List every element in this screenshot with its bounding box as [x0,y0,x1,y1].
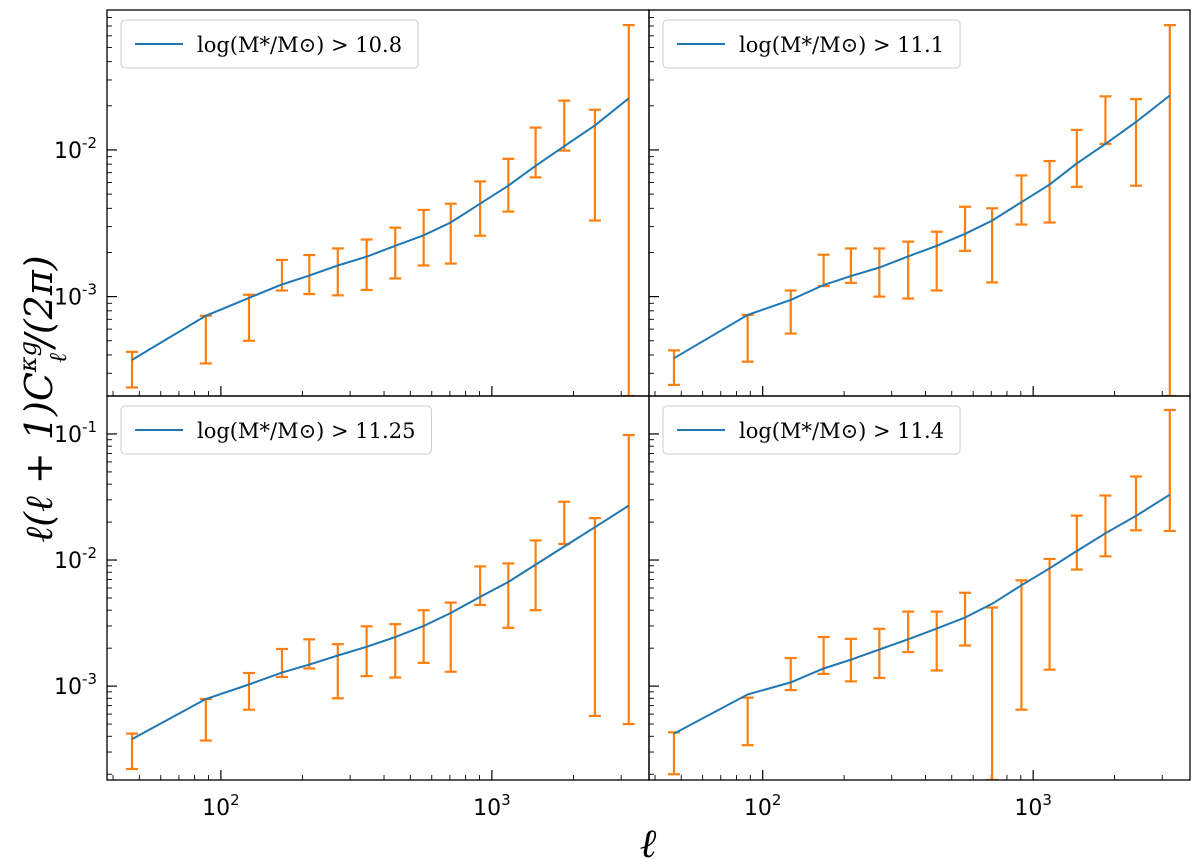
x-tick-label: 103 [473,791,511,821]
model-line [131,97,630,361]
x-axis-label: ℓ [640,821,657,864]
model-line [131,504,630,740]
error-bar [243,671,256,711]
legend-label: log(M*/M⊙) > 11.4 [739,419,944,443]
error-bar [243,293,256,342]
error-bar [1015,579,1028,711]
legend-label: log(M*/M⊙) > 11.25 [197,419,415,443]
y-tick-label: 10-2 [54,544,97,574]
y-tick-label: 10-1 [54,418,97,448]
error-bar [199,314,212,365]
error-bar [588,517,601,718]
y-axis-label-main: ℓ(ℓ + 1)C [17,372,61,543]
svg-text:ℓ(ℓ + 1)Cκgℓ/(2π): ℓ(ℓ + 1)Cκgℓ /(2π) [14,255,72,542]
error-bars [126,433,635,771]
error-bar [1099,494,1112,558]
error-bar [126,732,139,771]
error-bar [667,731,680,776]
error-bar [930,610,943,672]
panel-bottom-right: 102 103 log(M*/M⊙) > 11.4 [648,395,1191,821]
error-bar [474,180,487,237]
error-bar [873,247,886,298]
model-line [673,493,1171,735]
x-tick-label: 103 [1014,791,1052,821]
legend: log(M*/M⊙) > 11.25 [120,405,432,455]
error-bar [873,627,886,680]
error-bar [529,126,542,179]
error-bar [784,656,797,692]
error-bar [741,696,754,747]
y-tick-label: 10-2 [54,134,97,164]
error-bar [1070,514,1083,571]
error-bar [360,625,373,678]
x-tick-label: 102 [744,791,782,821]
error-bars [667,24,1176,396]
error-bar [1130,475,1143,532]
panel-bottom-left: 102 103 10-3 10-2 10-1 log(M*/M⊙) > 11.25 [54,395,650,821]
error-bar [986,606,999,780]
legend: log(M*/M⊙) > 11.4 [662,405,961,455]
panel-top-right: log(M*/M⊙) > 11.1 [648,9,1191,397]
y-axis-label: ℓ(ℓ + 1)Cκgℓ /(2π) [14,255,72,542]
error-bars [667,408,1176,780]
error-bar [1015,174,1028,226]
error-bar [1043,557,1056,671]
error-bar [331,643,344,700]
error-bar [558,99,571,152]
model-line [673,94,1171,360]
legend-label: log(M*/M⊙) > 11.1 [739,33,944,57]
y-axis-label-superscript: κg [14,341,42,373]
panel-frame [648,395,1191,781]
error-bar [417,609,430,664]
legend-box [120,19,419,69]
error-bars [126,24,635,396]
error-bar [474,565,487,607]
error-bar [902,240,915,300]
error-bar [1043,159,1056,224]
panels: 10-3 10-2 log(M*/M⊙) > 10.8 log(M*/M⊙) > 11… [54,9,1191,821]
error-bar [902,610,915,654]
legend-box [662,405,961,455]
error-bar [622,24,635,396]
x-tick-label: 102 [202,791,240,821]
error-bar [1130,98,1143,187]
legend: log(M*/M⊙) > 11.1 [662,19,961,69]
error-bar [959,591,972,647]
panel-top-left: 10-3 10-2 log(M*/M⊙) > 10.8 [54,9,650,397]
error-bar [331,247,344,297]
error-bar [1163,24,1176,396]
error-bar [126,350,139,389]
y-tick-label: 10-3 [54,281,97,311]
error-bar [930,230,943,292]
error-bar [844,247,857,284]
error-bar [199,697,212,742]
error-bar [1099,95,1112,145]
error-bar [502,562,515,629]
error-bar [741,313,754,363]
error-bar [959,205,972,252]
error-bar [784,289,797,335]
legend: log(M*/M⊙) > 10.8 [120,19,419,69]
error-bar [667,349,680,386]
error-bar [817,253,830,288]
error-bar [622,433,635,726]
error-bar [389,623,402,679]
error-bar [444,202,457,265]
legend-box [662,19,961,69]
error-bar [588,108,601,222]
error-bar [360,238,373,292]
error-bar [417,208,430,267]
y-axis-label-tail: /(2π) [17,255,61,351]
legend-label: log(M*/M⊙) > 10.8 [197,33,402,57]
error-bar [529,539,542,612]
y-axis-label-subscript: ℓ [44,353,72,363]
error-bar [558,500,571,546]
error-bar [389,226,402,280]
y-tick-label: 10-3 [54,670,97,700]
legend-box [120,405,432,455]
error-bar [1070,128,1083,188]
error-bar [1163,408,1176,533]
